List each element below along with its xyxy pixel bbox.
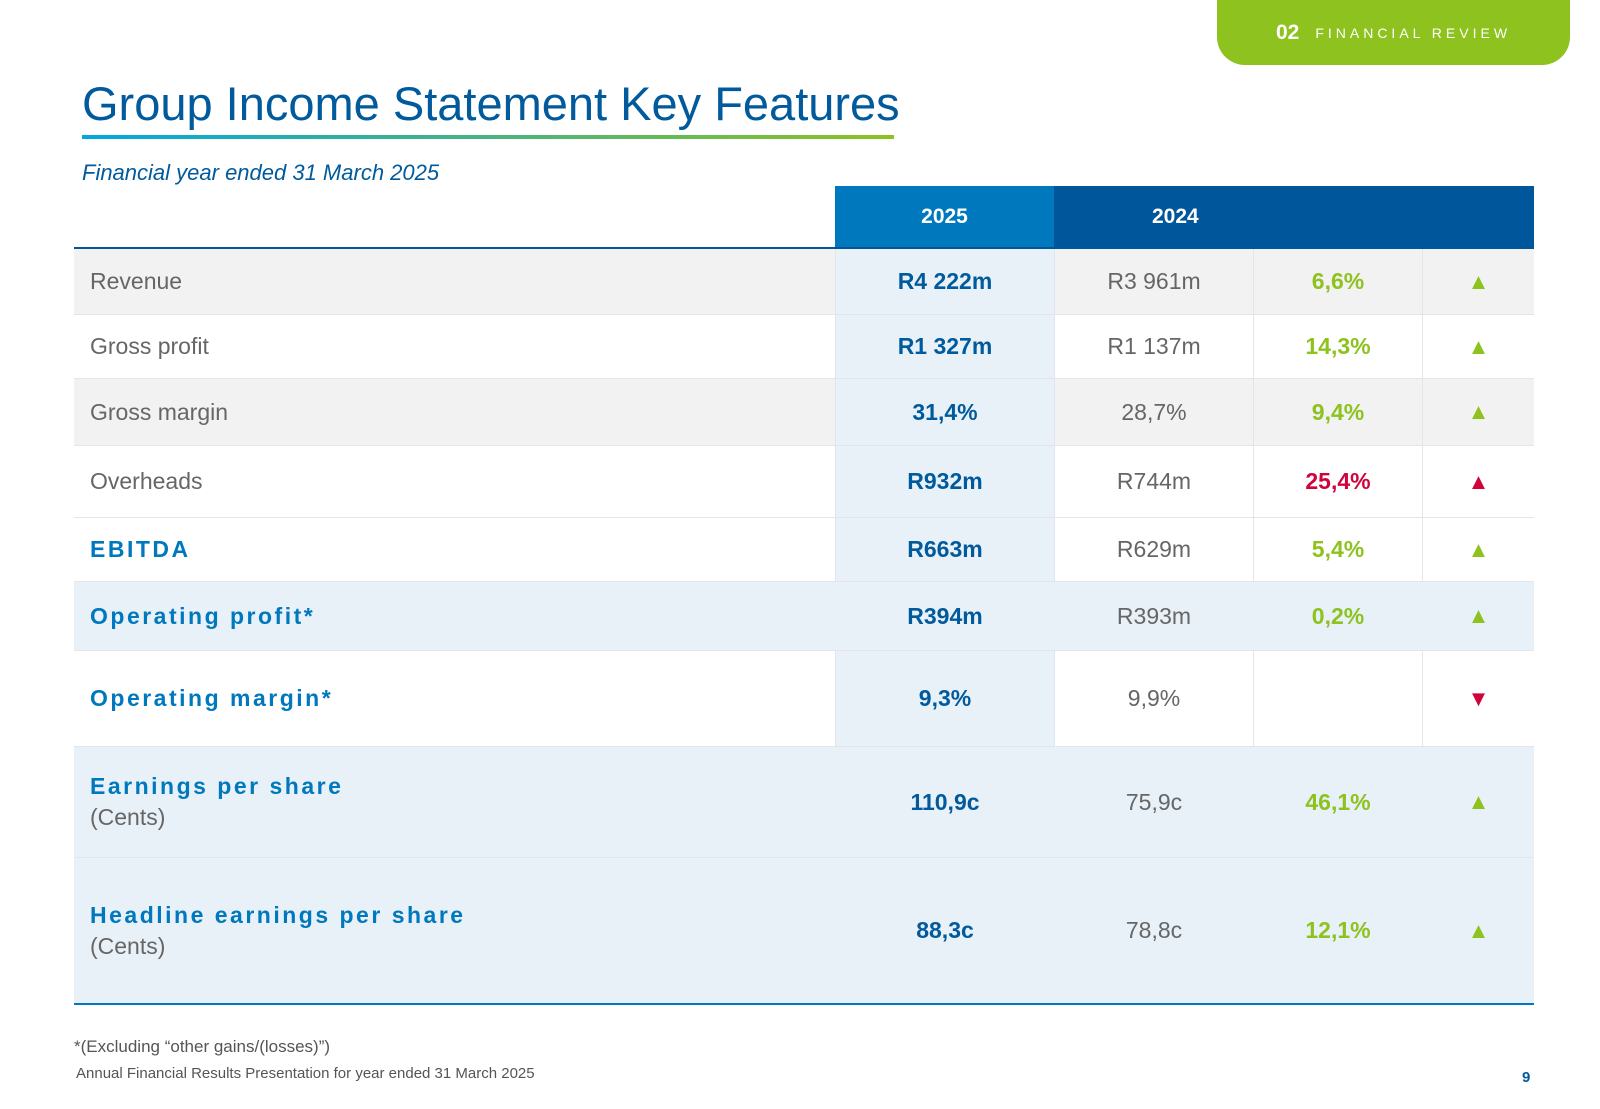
change-percent: 46,1%: [1253, 747, 1422, 857]
change-percent: [1253, 651, 1422, 746]
table-row: Operating profit* R394m R393m 0,2% ▲: [74, 581, 1534, 650]
row-label: Operating margin*: [90, 685, 334, 711]
up-arrow-icon: ▲: [1422, 249, 1534, 314]
value-2025: R394m: [835, 582, 1054, 650]
up-arrow-icon: ▲: [1422, 446, 1534, 517]
title-underline: [82, 135, 894, 139]
change-percent: 0,2%: [1253, 582, 1422, 650]
table-row: Gross margin 31,4% 28,7% 9,4% ▲: [74, 378, 1534, 445]
change-percent: 25,4%: [1253, 446, 1422, 517]
row-label: Earnings per share: [90, 773, 344, 799]
table-row: EBITDA R663m R629m 5,4% ▲: [74, 517, 1534, 581]
row-label-cell: Operating margin*: [74, 651, 835, 746]
section-label: FINANCIAL REVIEW: [1315, 24, 1512, 41]
row-label: Gross profit: [90, 333, 209, 359]
row-label: Gross margin: [90, 398, 229, 425]
up-arrow-icon: ▲: [1422, 747, 1534, 857]
value-2025: R1 327m: [835, 315, 1054, 378]
row-label: Revenue: [90, 268, 183, 294]
row-label: Overheads: [90, 468, 203, 494]
section-tab: 02 FINANCIAL REVIEW: [1217, 0, 1570, 65]
value-2024: 78,8c: [1054, 858, 1253, 1003]
down-arrow-icon: ▼: [1422, 651, 1534, 746]
section-number: 02: [1275, 20, 1300, 44]
change-percent: 5,4%: [1253, 518, 1422, 581]
footer-text: Annual Financial Results Presentation fo…: [76, 1065, 535, 1082]
value-2024: R1 137m: [1054, 315, 1253, 378]
row-label-cell: Earnings per share (Cents): [74, 747, 835, 857]
value-2024: R393m: [1054, 582, 1253, 650]
page-title: Group Income Statement Key Features: [82, 77, 900, 130]
column-header-2025: 2025: [835, 186, 1054, 248]
value-2024: 9,9%: [1054, 651, 1253, 746]
column-header-2024: 2024: [1054, 186, 1534, 248]
value-2024: R744m: [1054, 446, 1253, 517]
table-row: Revenue R4 222m R3 961m 6,6% ▲: [74, 249, 1534, 314]
row-label-cell: Headline earnings per share (Cents): [74, 858, 835, 1003]
row-sublabel: (Cents): [90, 932, 166, 959]
row-label: EBITDA: [90, 536, 191, 562]
key-features-table: Revenue R4 222m R3 961m 6,6% ▲ Gross pro…: [74, 249, 1534, 1005]
page-subtitle: Financial year ended 31 March 2025: [82, 160, 440, 185]
table-row: Headline earnings per share (Cents) 88,3…: [74, 857, 1534, 1003]
value-2025: 110,9c: [835, 747, 1054, 857]
value-2025: 9,3%: [835, 651, 1054, 746]
footnote: *(Excluding “other gains/(losses)”): [74, 1037, 331, 1056]
row-label-cell: Operating profit*: [74, 582, 835, 650]
table-row: Overheads R932m R744m 25,4% ▲: [74, 445, 1534, 517]
change-percent: 14,3%: [1253, 315, 1422, 378]
value-2025: R4 222m: [835, 249, 1054, 314]
row-sublabel: (Cents): [90, 804, 166, 830]
value-2025: R663m: [835, 518, 1054, 581]
table-row: Earnings per share (Cents) 110,9c 75,9c …: [74, 746, 1534, 857]
table-row: Operating margin* 9,3% 9,9% ▼: [74, 650, 1534, 746]
up-arrow-icon: ▲: [1422, 518, 1534, 581]
up-arrow-icon: ▲: [1422, 315, 1534, 378]
up-arrow-icon: ▲: [1422, 379, 1534, 445]
value-2025: 31,4%: [835, 379, 1054, 445]
page-number: 9: [1522, 1069, 1531, 1086]
up-arrow-icon: ▲: [1422, 858, 1534, 1003]
change-percent: 6,6%: [1253, 249, 1422, 314]
value-2025: R932m: [835, 446, 1054, 517]
table-row: Gross profit R1 327m R1 137m 14,3% ▲: [74, 314, 1534, 378]
value-2024: 28,7%: [1054, 379, 1253, 445]
value-2024: R629m: [1054, 518, 1253, 581]
value-2025: 88,3c: [835, 858, 1054, 1003]
value-2024: R3 961m: [1054, 249, 1253, 314]
row-label-cell: Revenue: [74, 249, 835, 314]
up-arrow-icon: ▲: [1422, 582, 1534, 650]
row-label: Headline earnings per share: [90, 901, 466, 928]
row-label-cell: Overheads: [74, 446, 835, 517]
header-rule: [74, 247, 1534, 249]
row-label: Operating profit*: [90, 602, 316, 629]
row-label-cell: EBITDA: [74, 518, 835, 581]
row-label-cell: Gross profit: [74, 315, 835, 378]
change-percent: 9,4%: [1253, 379, 1422, 445]
value-2024: 75,9c: [1054, 747, 1253, 857]
change-percent: 12,1%: [1253, 858, 1422, 1003]
row-label-cell: Gross margin: [74, 379, 835, 445]
